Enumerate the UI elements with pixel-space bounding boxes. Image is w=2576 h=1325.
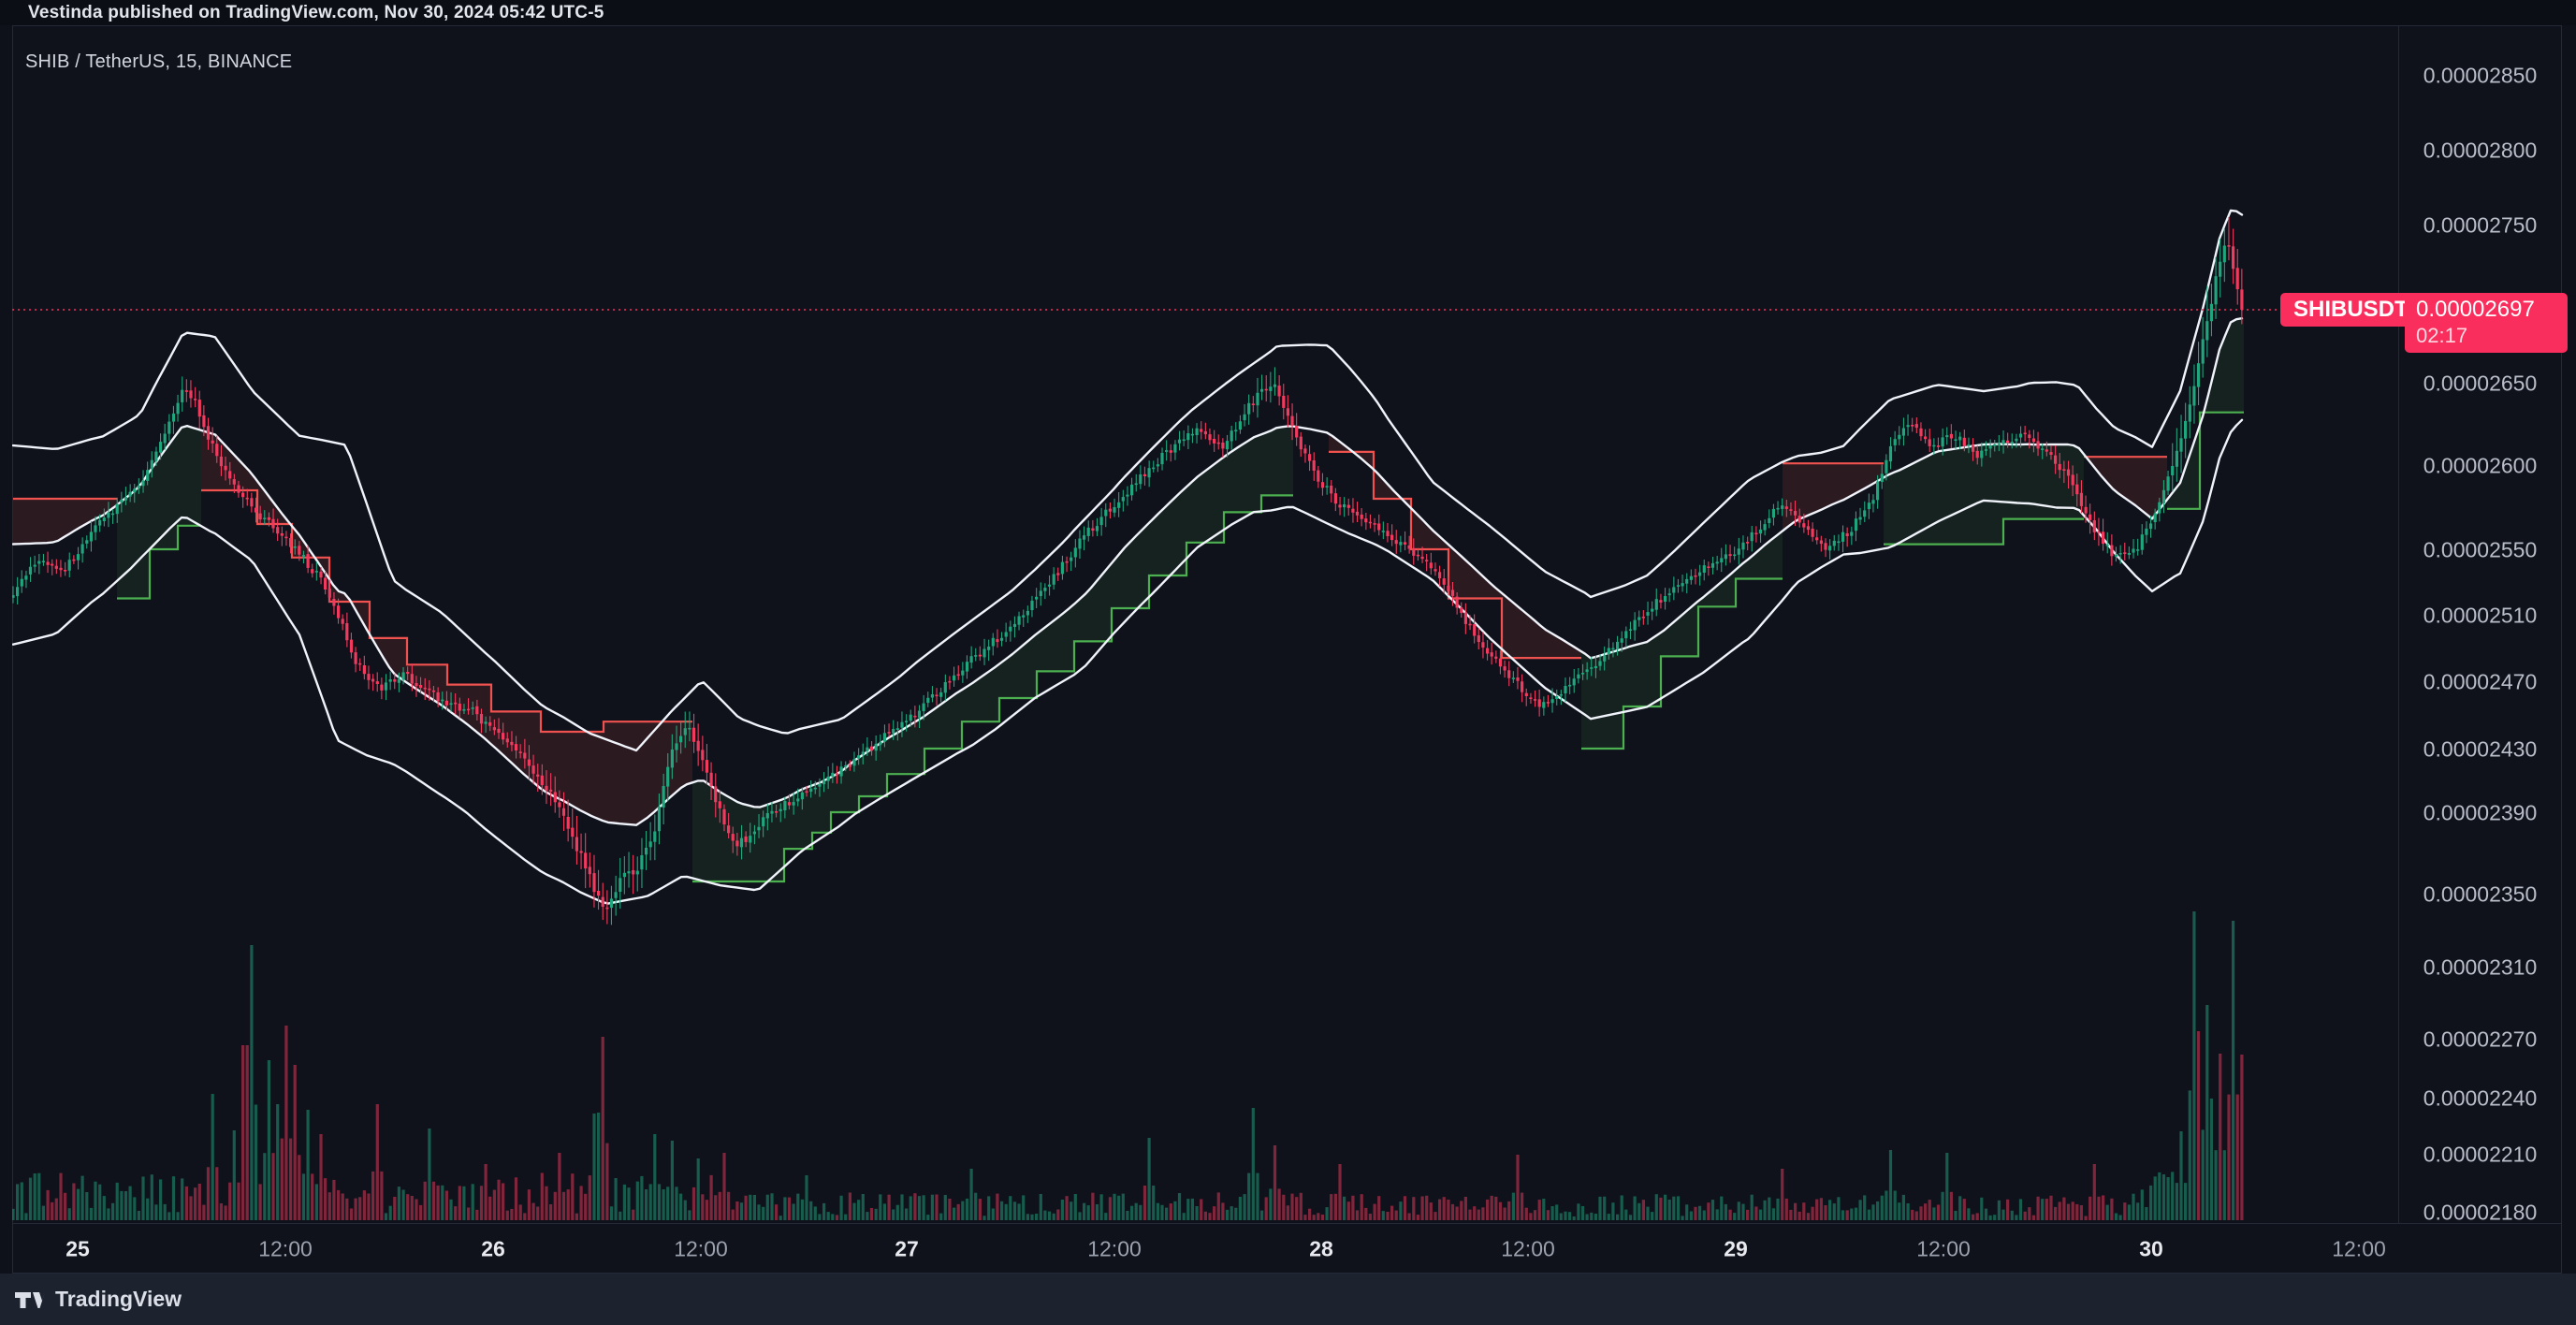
time-axis-label: 12:00 (674, 1236, 728, 1260)
time-axis-label: 28 (1309, 1236, 1333, 1260)
chart-pane[interactable] (12, 26, 2397, 1223)
price-axis-label: 0.00002470 (2423, 669, 2538, 694)
publish-bar: Vestinda published on TradingView.com, N… (0, 0, 2576, 25)
time-axis-label: 27 (895, 1236, 919, 1260)
price-axis-label: 0.00002390 (2423, 800, 2538, 825)
price-axis-label: 0.00002240 (2423, 1085, 2538, 1111)
chart-frame (12, 25, 2562, 1274)
price-axis-label: 0.00002310 (2423, 954, 2538, 980)
price-flag-symbol: SHIBUSDT (2280, 293, 2422, 327)
time-axis-label: 25 (65, 1236, 90, 1260)
price-flag-value: 0.00002697 02:17 (2405, 293, 2568, 353)
tradingview-link[interactable]: TradingView (14, 1274, 182, 1325)
price-axis-label: 0.00002430 (2423, 736, 2538, 762)
time-axis-label: 12:00 (1501, 1236, 1555, 1260)
time-axis-label: 12:00 (258, 1236, 313, 1260)
time-axis-label: 29 (1724, 1236, 1748, 1260)
price-axis-label: 0.00002210 (2423, 1142, 2538, 1167)
tradingview-logo-icon (15, 1291, 45, 1308)
price-axis-label: 0.00002350 (2423, 881, 2538, 907)
time-axis-label: 12:00 (1916, 1236, 1971, 1260)
last-price-value: 0.00002697 (2416, 297, 2535, 322)
publish-text: Vestinda published on TradingView.com, N… (28, 3, 604, 22)
time-axis-label: 12:00 (2332, 1236, 2386, 1260)
trailing-stop-layer (13, 411, 2244, 883)
time-axis-label: 12:00 (1087, 1236, 1142, 1260)
time-axis-label: 30 (2139, 1236, 2163, 1260)
tradingview-brand-text: TradingView (55, 1287, 182, 1311)
chart-canvas[interactable] (12, 26, 2397, 1223)
price-axis-label: 0.00002550 (2423, 537, 2538, 562)
trend-fill-layer (13, 318, 2244, 881)
price-axis-label: 0.00002750 (2423, 212, 2538, 238)
price-axis-label: 0.00002650 (2423, 371, 2538, 396)
price-axis-label: 0.00002800 (2423, 138, 2538, 163)
time-axis[interactable]: 25 12:00 26 12:00 27 12:00 28 12:00 29 12:00 30 12:… (12, 1223, 2562, 1274)
candles-layer (12, 217, 2244, 925)
price-axis[interactable]: 0.00002850 0.00002800 0.00002750 0.00002650… (2398, 26, 2561, 1225)
bar-countdown: 02:17 (2416, 324, 2468, 347)
footer-bar: TradingView (0, 1274, 2576, 1325)
symbol-legend[interactable]: SHIB / TetherUS, 15, BINANCE (25, 51, 293, 72)
price-axis-label: 0.00002850 (2423, 63, 2538, 88)
price-axis-label: 0.00002510 (2423, 603, 2538, 628)
price-axis-label: 0.00002180 (2423, 1200, 2538, 1225)
price-axis-label: 0.00002270 (2423, 1027, 2538, 1052)
time-axis-label: 26 (481, 1236, 505, 1260)
price-axis-label: 0.00002600 (2423, 453, 2538, 478)
volume-layer (12, 911, 2244, 1220)
band-lines-layer (12, 209, 2244, 905)
